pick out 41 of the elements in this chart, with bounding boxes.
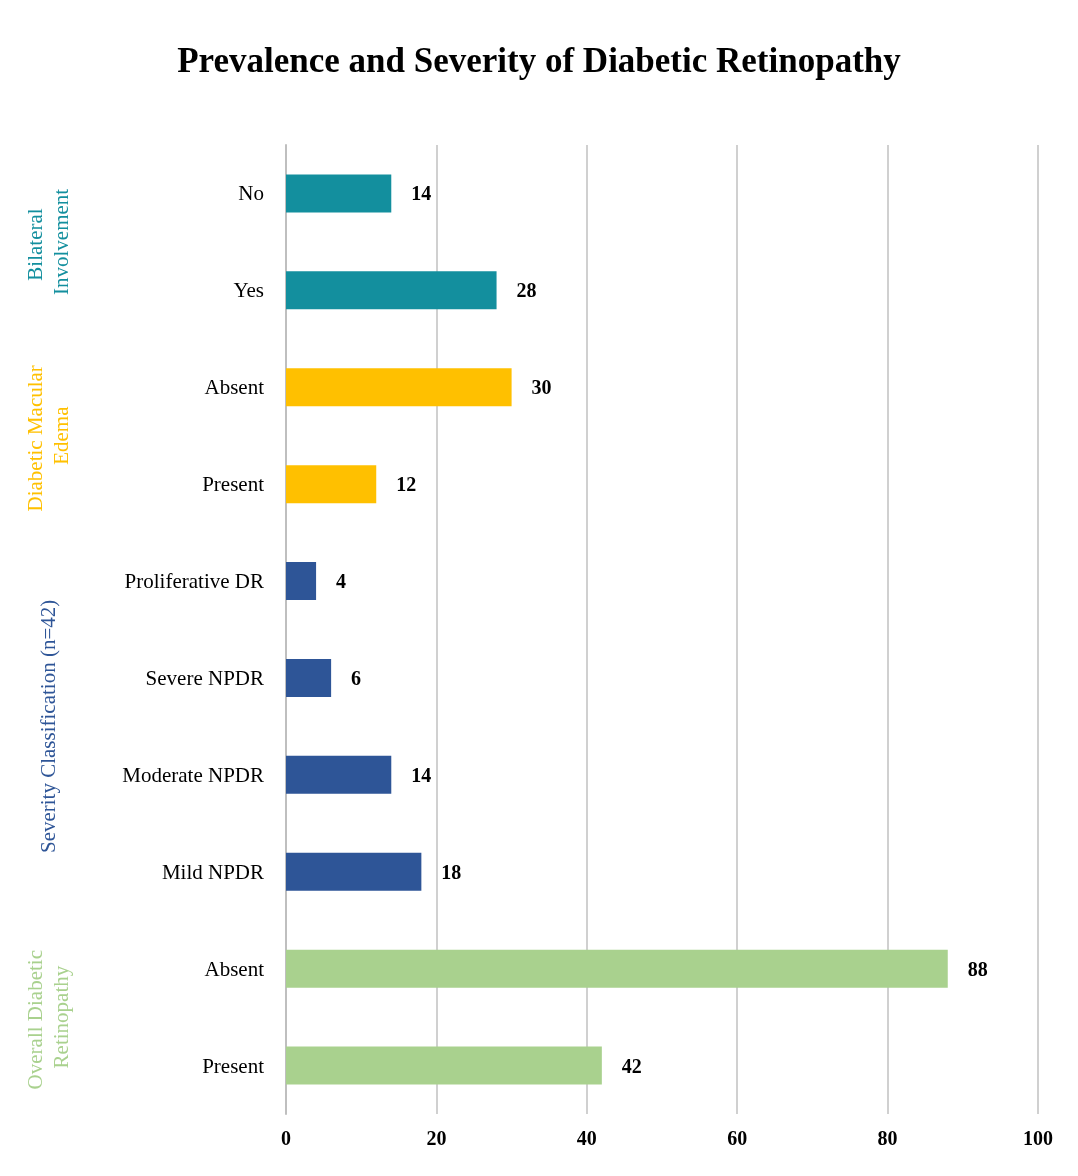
data-label: 42 [621,1054,642,1077]
bar [286,1046,602,1085]
x-tick-label: 60 [727,1127,748,1149]
bar [286,368,512,407]
y-tick-label: No [238,181,264,206]
data-label: 18 [441,860,462,883]
y-tick-label: Severe NPDR [145,665,264,690]
data-label: 6 [351,666,362,689]
data-label: 12 [396,473,417,496]
y-tick-label: Yes [233,278,264,303]
text: Overall Diabetic Retinopathy [23,944,73,1090]
y-tick-label: Absent [204,375,265,400]
x-tick-label: 0 [281,1127,291,1149]
bar [286,755,392,794]
bar [286,658,332,697]
text: Diabetic Macular Edema [23,359,73,512]
data-label: 28 [516,279,537,302]
bar [286,174,392,213]
data-label: 30 [531,376,552,399]
bar [286,465,377,504]
bar [286,562,317,601]
y-tick-label: Present [202,472,265,497]
chart-title: Prevalence and Severity of Diabetic Retinopathy [177,41,902,80]
bar [286,852,422,891]
bar [286,949,948,988]
y-tick-label: Proliferative DR [124,569,264,594]
data-label: 14 [411,182,432,205]
y-tick-label: Mild NPDR [161,859,264,884]
y-tick-label: Present [202,1053,265,1078]
x-tick-label: 80 [877,1127,898,1149]
x-tick-label: 100 [1023,1127,1053,1149]
x-tick-label: 40 [576,1127,597,1149]
bar [286,271,497,310]
text: Severity Classification (n=42) [36,599,60,854]
data-label: 14 [411,763,432,786]
text: Bilateral Involvement [23,188,73,295]
y-tick-label: Absent [204,956,265,981]
data-label: 4 [336,570,347,593]
data-label: 88 [967,957,988,980]
x-tick-label: 20 [426,1127,447,1149]
y-tick-label: Moderate NPDR [122,762,264,787]
